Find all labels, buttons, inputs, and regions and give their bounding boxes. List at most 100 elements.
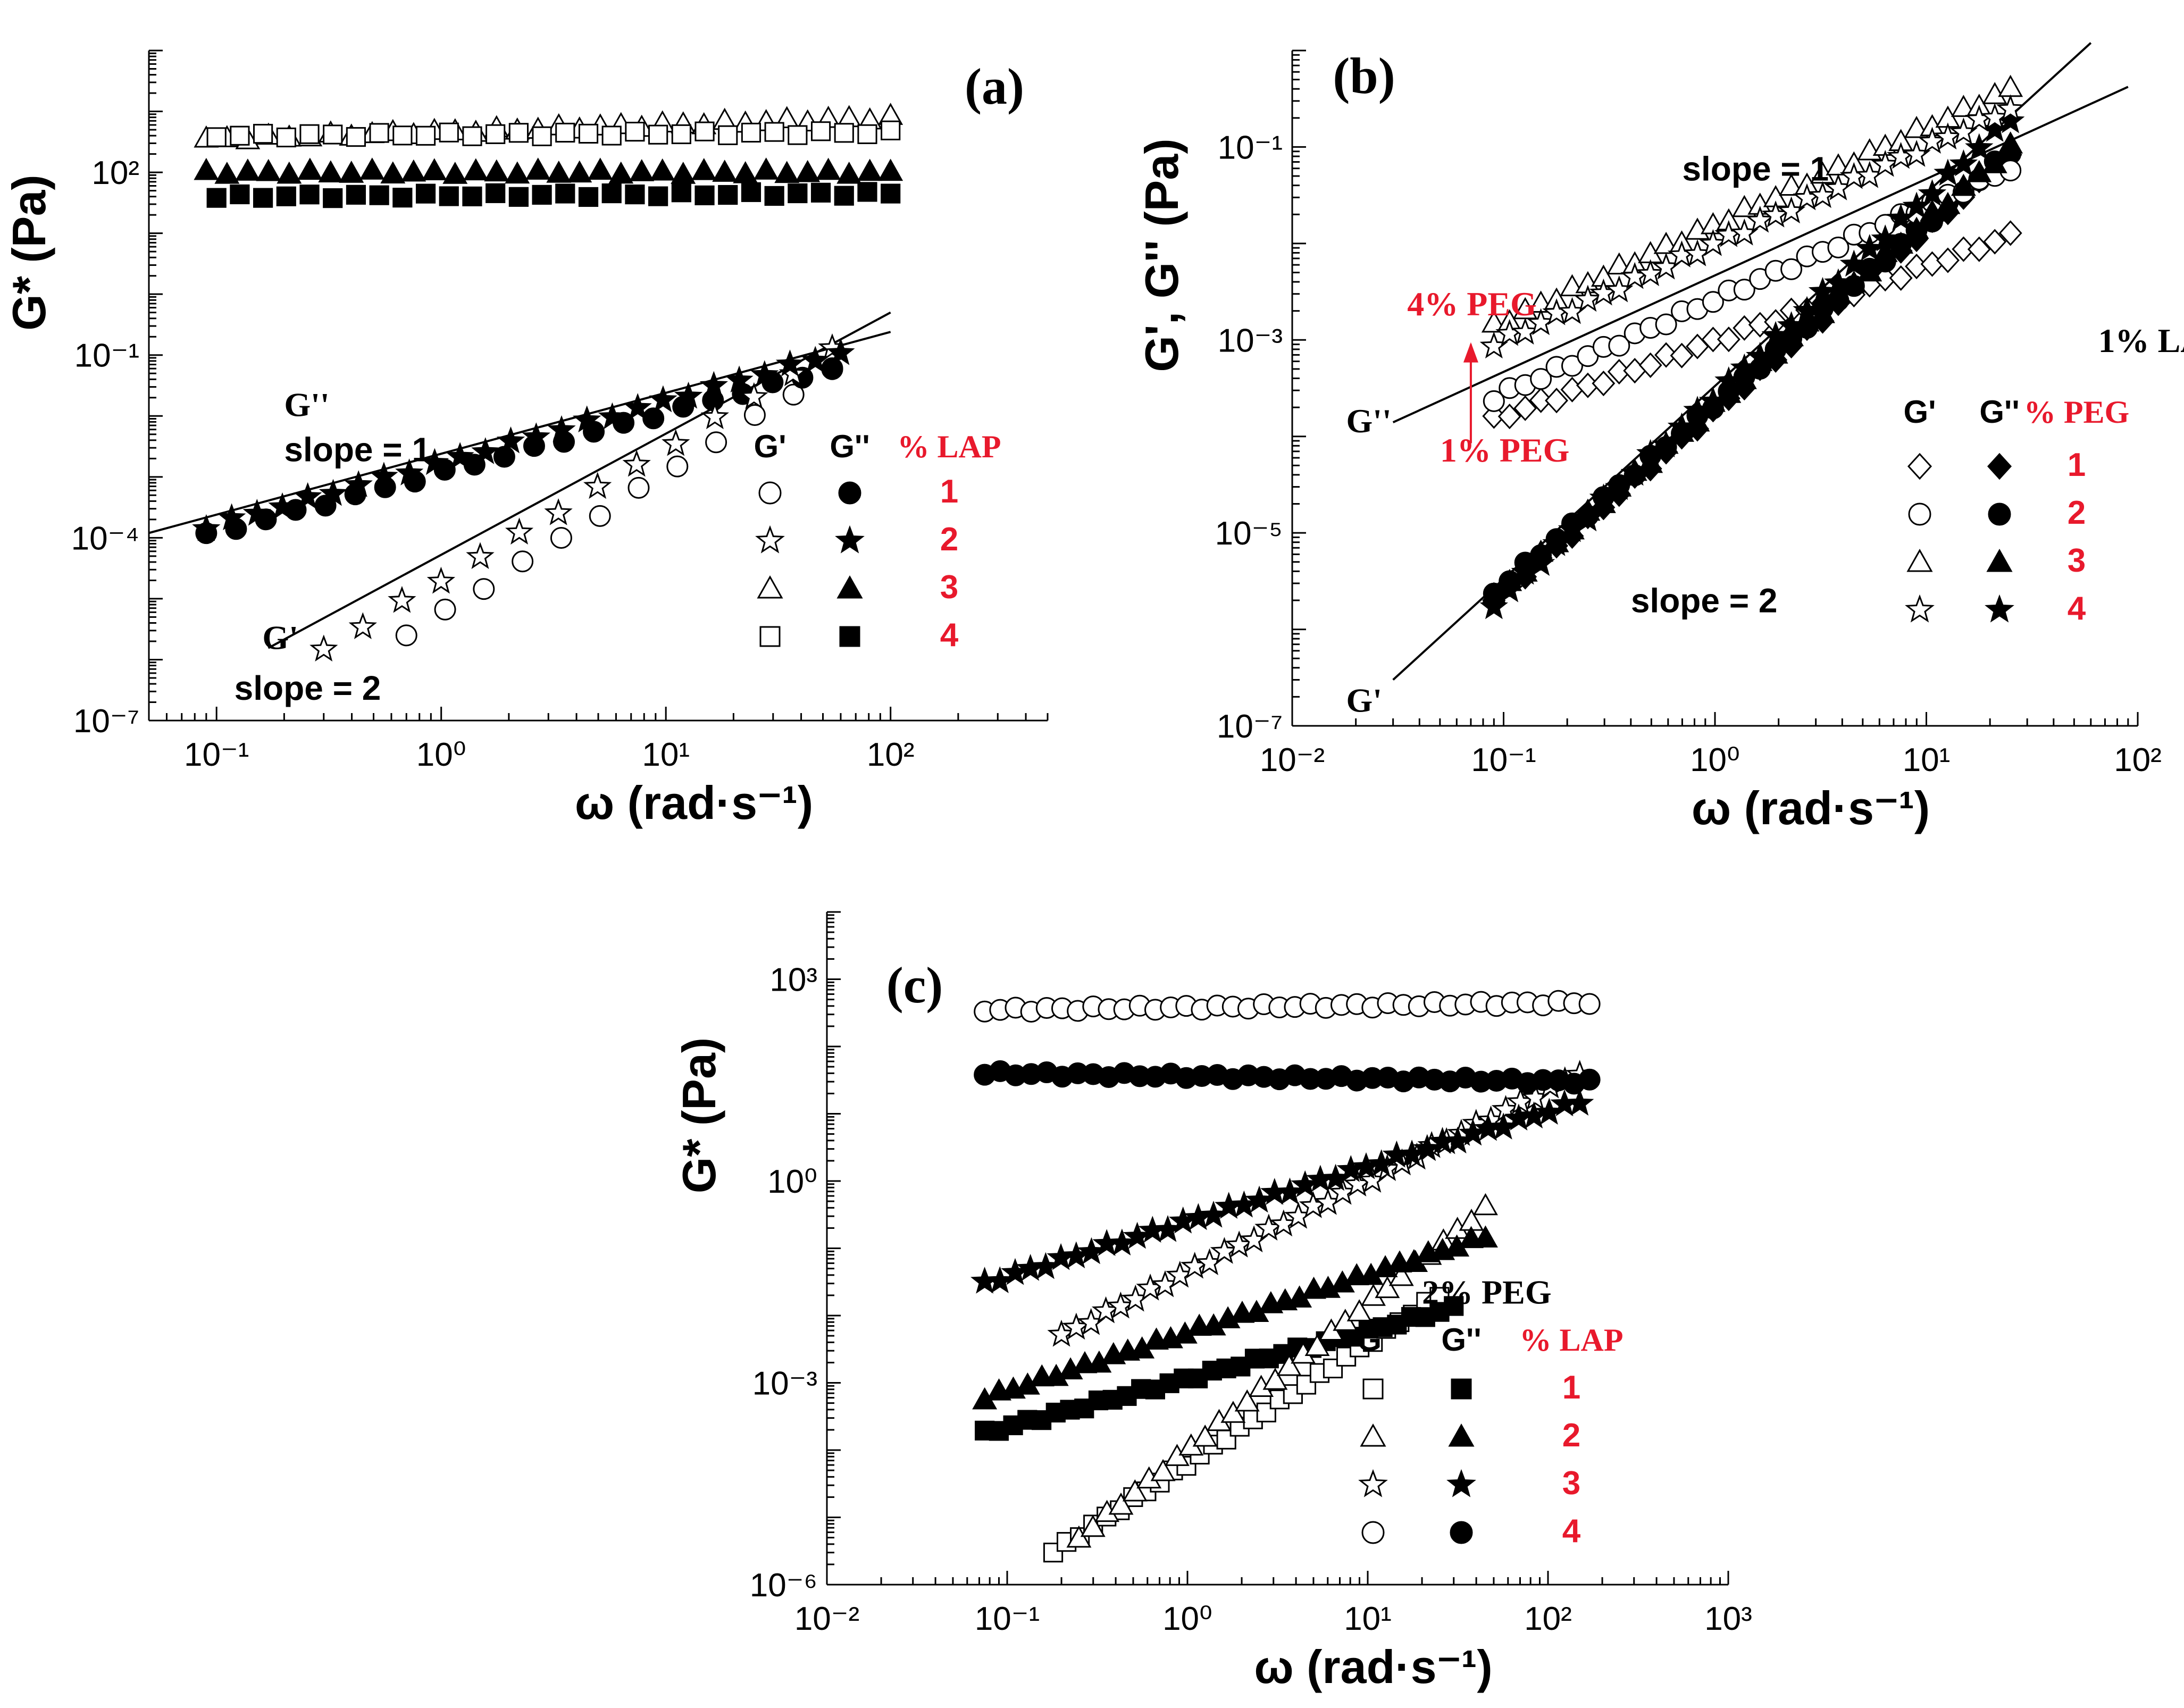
data-point [1262,1368,1288,1390]
data-point [547,415,576,442]
x-tick-label: 10¹ [1903,742,1951,778]
data-point [694,121,715,141]
data-point [473,578,495,600]
legend-marker-open [1362,1378,1384,1400]
data-point [508,123,529,143]
data-point [1965,133,1994,161]
data-point [217,503,246,531]
data-point [484,159,509,182]
data-point [648,124,668,145]
data-point [1810,301,1835,323]
data-point [344,470,373,497]
y-tick-label: 10⁰ [767,1163,817,1200]
data-point [1296,1375,1317,1395]
series-square-filled [975,1296,1464,1441]
annotation: slope = 1 [1682,149,1829,188]
legend-label: 4 [1562,1513,1581,1550]
data-point [1998,74,2023,97]
y-tick-label: 10⁻³ [752,1366,817,1402]
legend-label: 3 [940,569,958,606]
x-tick-label: 10⁻¹ [975,1601,1040,1637]
data-point [598,402,627,430]
data-point [253,188,273,208]
data-point [525,157,551,180]
legend-header: G' [1357,1322,1390,1358]
y-axis-title: G* (Pa) [673,1037,725,1193]
legend-header: G' [754,429,786,464]
data-point [505,161,530,184]
panel-c: 10⁻² 10⁻¹ 10⁰ 10¹ 10² 10³ 10⁻⁶ 10⁻³ 10⁰ 10³ ω (rad… [673,911,1752,1693]
data-point [623,393,652,420]
panel-a: 10⁻¹ 10⁰ 10¹ 10² 10⁻⁷ 10⁻⁴ 10⁻¹ 10² ω (rad·s⁻¹) G… [3,49,1049,829]
data-point [319,479,348,506]
data-point [1620,458,1649,486]
data-point [463,158,489,181]
legend-marker-filled [1986,548,2013,572]
data-point [1578,993,1601,1015]
data-point [401,159,426,182]
legend-label: 2 [1562,1417,1580,1454]
data-point [725,365,754,393]
data-point [1150,1459,1176,1481]
data-point [857,124,877,144]
x-tick-label: 10¹ [642,736,690,773]
legend-label: 1 [2068,447,2086,483]
data-point [1777,311,1806,338]
y-tick-label: 10³ [769,962,817,999]
legend: G' G''% PEG 1 2 3 4 [1904,394,2130,627]
data-point [1857,259,1882,282]
legend-marker-open [1906,548,1933,572]
data-point [392,125,413,146]
panel-label: (a) [965,58,1024,115]
x-tick-label: 10⁻² [794,1601,859,1637]
data-point [268,492,297,520]
data-point [718,185,738,205]
series-star-filled [192,338,855,541]
data-point [555,122,575,143]
data-point [1062,1241,1091,1269]
panel-label: (b) [1333,47,1395,104]
data-point [801,346,830,373]
data-point [388,585,416,613]
data-point [1578,1068,1601,1091]
data-point [1479,331,1508,359]
data-point [795,160,821,182]
data-point [1638,352,1662,378]
legend-marker-open [1361,1521,1385,1544]
legend-marker-open [757,575,783,599]
data-point [1998,220,2022,246]
data-point [369,123,389,143]
data-point [671,182,691,203]
data-point [546,160,572,183]
annotation: G' [262,618,298,656]
data-point [323,188,343,208]
data-point [1904,216,1929,239]
annotation: G'' [284,386,329,423]
data-point [1479,592,1508,619]
data-point [608,161,634,184]
legend-marker-open [758,481,782,505]
data-point [1472,1225,1498,1247]
panel-label: (c) [886,957,943,1014]
data-point [415,125,436,146]
data-point [392,188,413,208]
data-point [1066,1525,1092,1548]
legend-label: 4 [2068,590,2086,627]
data-point [881,120,901,140]
data-point [395,624,417,647]
y-tick-label: 10⁻⁴ [71,520,139,557]
data-point [1983,229,2007,255]
data-point [206,127,227,147]
data-point [649,385,677,413]
legend-marker-filled [1446,1469,1476,1497]
data-point [446,442,474,469]
data-point [1654,342,1678,368]
data-point [206,188,227,208]
data-point [522,422,550,449]
data-point [1080,1514,1106,1537]
legend-label: 4 [940,617,959,654]
data-point [741,122,762,143]
legend-marker-open [1360,1423,1386,1447]
data-point [1495,575,1524,602]
data-point [625,121,645,142]
